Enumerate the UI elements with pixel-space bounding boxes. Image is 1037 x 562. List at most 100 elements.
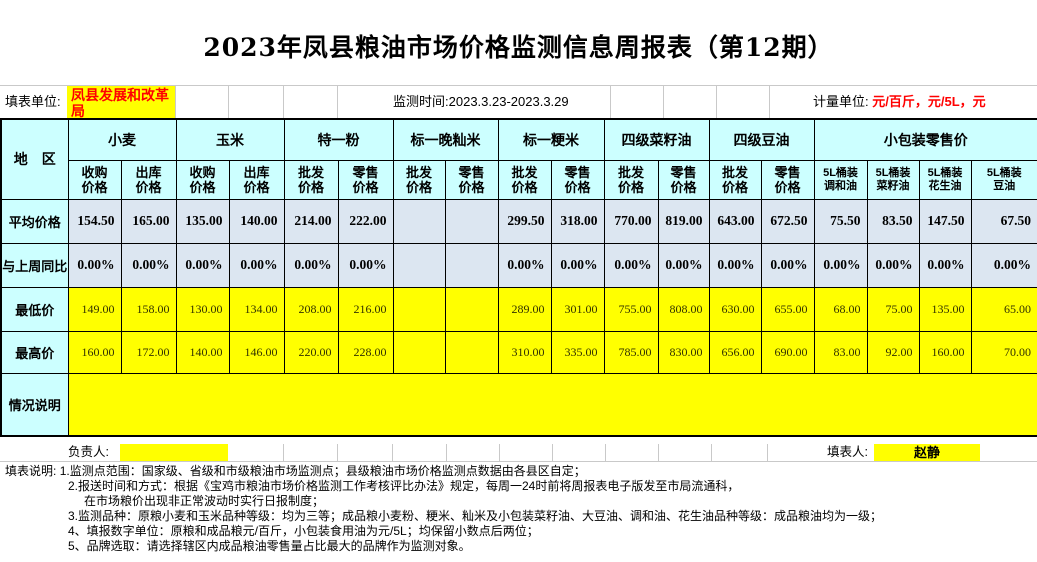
price-cell[interactable]: 0.00% <box>283 242 339 288</box>
price-cell[interactable]: 0.00% <box>918 242 972 288</box>
form-header: 填表单位: 凤县发展和改革局 监测时间:2023.3.23-2023.3.29 … <box>0 85 1037 120</box>
manager-value-cell[interactable] <box>120 444 228 461</box>
price-cell[interactable] <box>444 242 499 288</box>
price-cell[interactable]: 808.00 <box>657 286 710 332</box>
price-cell[interactable]: 83.00 <box>813 330 868 374</box>
price-cell[interactable]: 755.00 <box>603 286 659 332</box>
price-cell[interactable]: 154.50 <box>67 198 122 244</box>
price-cell[interactable]: 785.00 <box>603 330 659 374</box>
price-cell[interactable]: 0.00% <box>866 242 920 288</box>
period-cell[interactable]: 监测时间:2023.3.23-2023.3.29 <box>393 85 569 118</box>
notes-cell[interactable] <box>67 372 1037 437</box>
gridline <box>605 444 606 461</box>
price-cell[interactable] <box>444 330 499 374</box>
group-header-japonica-rice: 标一粳米 <box>497 118 605 161</box>
price-cell[interactable]: 0.00% <box>337 242 394 288</box>
price-cell[interactable]: 70.00 <box>970 330 1037 374</box>
price-cell[interactable]: 819.00 <box>657 198 710 244</box>
unit-value-cell[interactable]: 凤县发展和改革局 <box>67 86 175 120</box>
price-cell[interactable]: 75.50 <box>813 198 868 244</box>
price-cell[interactable]: 208.00 <box>283 286 339 332</box>
table-row: 最高价 160.00 172.00 140.00 146.00 220.00 2… <box>0 330 1037 374</box>
price-cell[interactable]: 214.00 <box>283 198 339 244</box>
price-cell[interactable]: 160.00 <box>918 330 972 374</box>
price-cell[interactable]: 165.00 <box>120 198 177 244</box>
price-cell[interactable]: 67.50 <box>970 198 1037 244</box>
price-cell[interactable]: 0.00% <box>970 242 1037 288</box>
price-cell[interactable] <box>392 286 446 332</box>
price-cell[interactable]: 220.00 <box>283 330 339 374</box>
period-value: 2023.3.23-2023.3.29 <box>448 94 569 109</box>
price-cell[interactable]: 222.00 <box>337 198 394 244</box>
price-cell[interactable]: 146.00 <box>228 330 285 374</box>
price-cell[interactable] <box>392 198 446 244</box>
price-cell[interactable]: 656.00 <box>708 330 762 374</box>
region-header: 地 区 <box>0 118 69 200</box>
price-cell[interactable]: 672.50 <box>760 198 815 244</box>
group-header-rapeseed-oil: 四级菜籽油 <box>603 118 710 161</box>
price-cell[interactable]: 0.00% <box>708 242 762 288</box>
price-cell[interactable]: 130.00 <box>175 286 230 332</box>
price-cell[interactable]: 630.00 <box>708 286 762 332</box>
price-cell[interactable]: 140.00 <box>228 198 285 244</box>
price-cell[interactable] <box>444 198 499 244</box>
price-cell[interactable]: 172.00 <box>120 330 177 374</box>
footnote-line: 2.报送时间和方式：根据《宝鸡市粮油市场价格监测工作考核评比办法》规定，每周一2… <box>68 479 740 493</box>
price-cell[interactable]: 92.00 <box>866 330 920 374</box>
signature-row: 负责人: 填表人: 赵静 <box>0 444 1037 462</box>
price-cell[interactable]: 318.00 <box>550 198 605 244</box>
price-cell[interactable]: 299.50 <box>497 198 552 244</box>
price-cell[interactable]: 310.00 <box>497 330 552 374</box>
price-cell[interactable]: 158.00 <box>120 286 177 332</box>
price-cell[interactable]: 0.00% <box>760 242 815 288</box>
price-cell[interactable]: 643.00 <box>708 198 762 244</box>
sub-header: 收购 价格 <box>175 159 230 200</box>
price-cell[interactable]: 83.50 <box>866 198 920 244</box>
price-cell[interactable]: 0.00% <box>657 242 710 288</box>
gridline <box>552 444 553 461</box>
filler-value-cell[interactable]: 赵静 <box>874 444 980 461</box>
price-cell[interactable]: 0.00% <box>175 242 230 288</box>
price-cell[interactable]: 0.00% <box>67 242 122 288</box>
row-label-max-price: 最高价 <box>0 330 69 374</box>
price-cell[interactable]: 770.00 <box>603 198 659 244</box>
price-cell[interactable] <box>392 242 446 288</box>
price-cell[interactable]: 830.00 <box>657 330 710 374</box>
price-cell[interactable]: 0.00% <box>550 242 605 288</box>
price-cell[interactable]: 160.00 <box>67 330 122 374</box>
price-cell[interactable] <box>392 330 446 374</box>
price-cell[interactable]: 0.00% <box>120 242 177 288</box>
price-cell[interactable]: 228.00 <box>337 330 394 374</box>
price-cell[interactable]: 149.00 <box>67 286 122 332</box>
gridline <box>610 86 611 118</box>
price-cell[interactable]: 68.00 <box>813 286 868 332</box>
price-cell[interactable]: 134.00 <box>228 286 285 332</box>
price-cell[interactable]: 65.00 <box>970 286 1037 332</box>
price-cell[interactable]: 335.00 <box>550 330 605 374</box>
gridline <box>769 86 770 118</box>
price-cell[interactable]: 690.00 <box>760 330 815 374</box>
price-cell[interactable]: 289.00 <box>497 286 552 332</box>
gridline <box>446 444 447 461</box>
price-cell[interactable]: 655.00 <box>760 286 815 332</box>
price-cell[interactable]: 75.00 <box>866 286 920 332</box>
price-table: 地 区 小麦 玉米 特一粉 标一晚籼米 标一粳米 四级菜籽油 四级豆油 小包装零… <box>0 118 1037 437</box>
price-cell[interactable]: 135.00 <box>175 198 230 244</box>
group-header-small-package: 小包装零售价 <box>813 118 1037 161</box>
row-label-average: 平均价格 <box>0 198 69 244</box>
price-cell[interactable]: 140.00 <box>175 330 230 374</box>
group-header-corn: 玉米 <box>175 118 285 161</box>
price-cell[interactable]: 0.00% <box>813 242 868 288</box>
sub-header: 批发 价格 <box>708 159 762 200</box>
price-cell[interactable] <box>444 286 499 332</box>
price-cell[interactable]: 0.00% <box>497 242 552 288</box>
period-label: 监测时间: <box>393 94 449 109</box>
price-cell[interactable]: 301.00 <box>550 286 605 332</box>
price-cell[interactable]: 0.00% <box>228 242 285 288</box>
price-cell[interactable]: 0.00% <box>603 242 659 288</box>
unit-label: 填表单位: <box>5 94 61 109</box>
price-cell[interactable]: 147.50 <box>918 198 972 244</box>
price-cell[interactable]: 216.00 <box>337 286 394 332</box>
price-cell[interactable]: 135.00 <box>918 286 972 332</box>
sub-header: 零售 价格 <box>337 159 394 200</box>
